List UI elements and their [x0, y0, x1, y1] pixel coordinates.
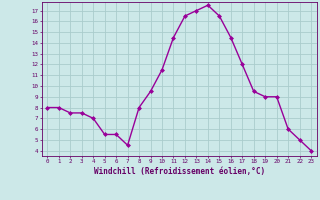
- X-axis label: Windchill (Refroidissement éolien,°C): Windchill (Refroidissement éolien,°C): [94, 167, 265, 176]
